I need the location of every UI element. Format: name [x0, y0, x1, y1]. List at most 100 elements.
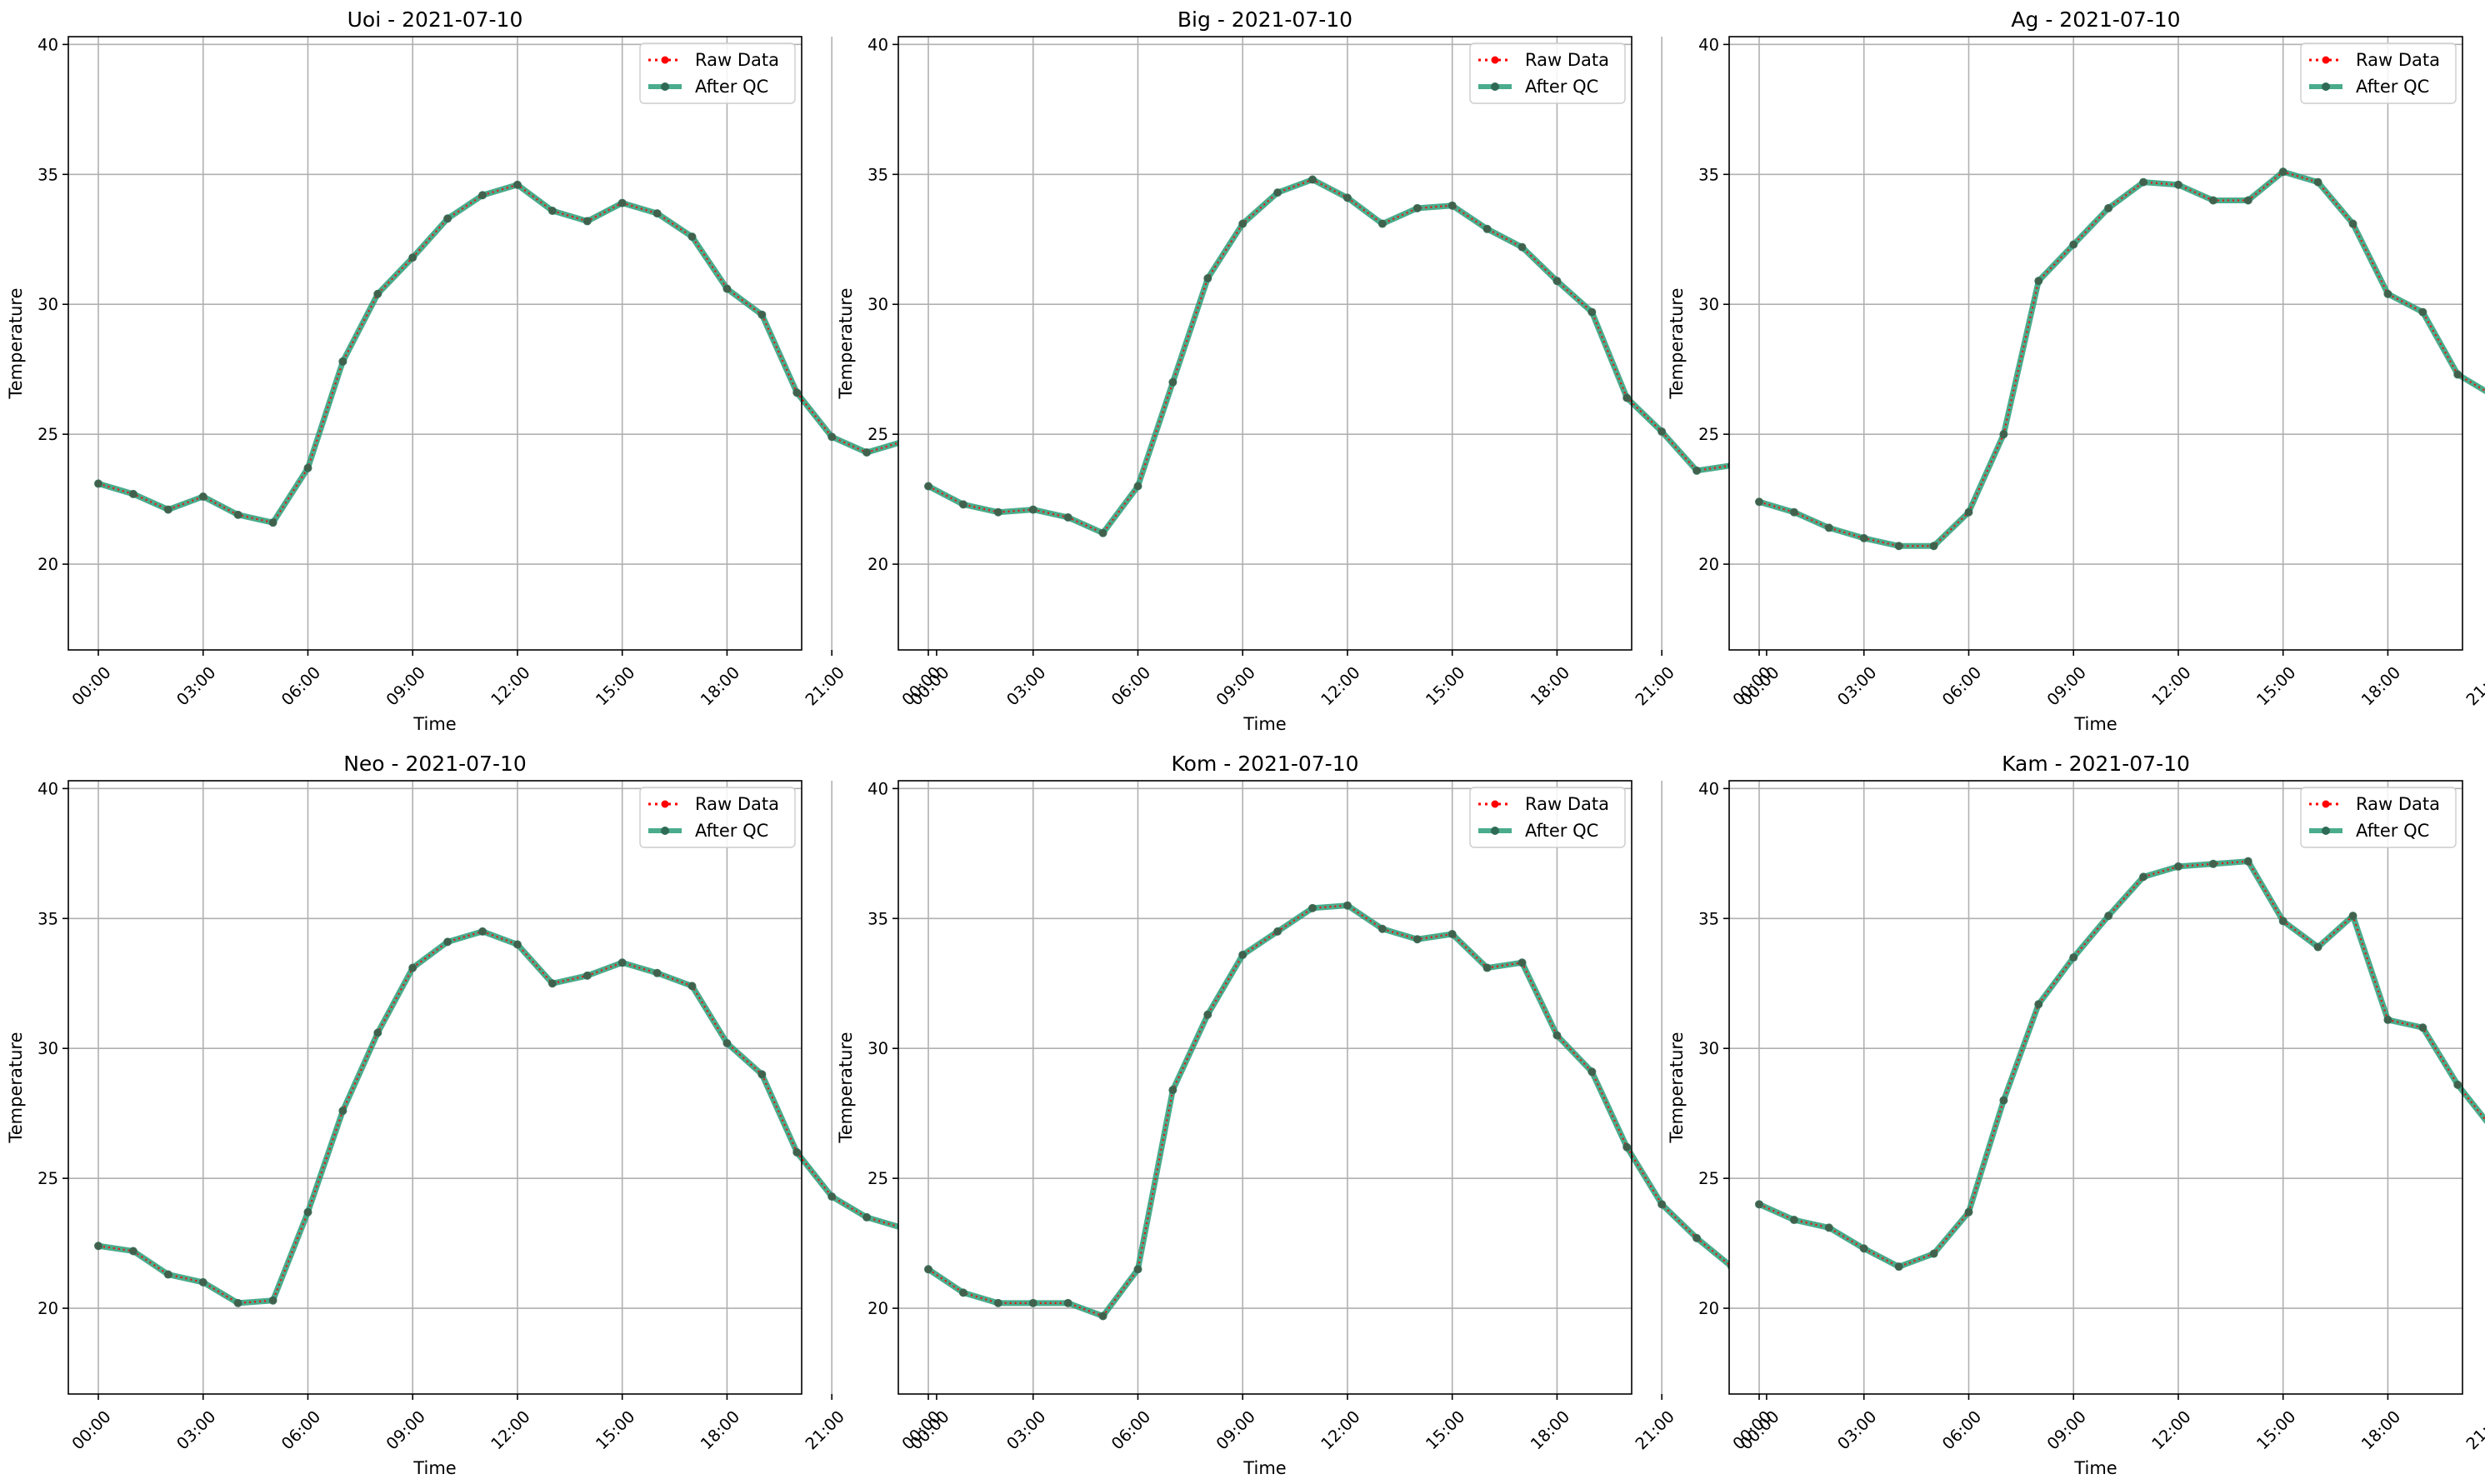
- y-tick-label: 20: [1698, 555, 1719, 574]
- after-qc-point: [862, 1212, 872, 1222]
- after-qc-point: [1412, 203, 1422, 212]
- after-qc-point: [94, 479, 102, 488]
- after-qc-point: [1063, 1298, 1072, 1307]
- after-qc-point: [1028, 505, 1038, 514]
- after-qc-point: [1964, 507, 1973, 517]
- after-qc-point: [2243, 196, 2252, 205]
- after-qc-point: [1964, 1207, 1973, 1217]
- x-axis-label: Time: [2073, 1458, 2117, 1478]
- after-qc-point: [1308, 175, 1318, 184]
- after-qc-point: [1552, 277, 1562, 286]
- after-qc-point: [2453, 370, 2462, 379]
- after-qc-point: [1658, 1200, 1667, 1209]
- legend-qc-marker: [2322, 82, 2330, 91]
- after-qc-point: [828, 1192, 837, 1201]
- x-tick-label: 09:00: [2043, 662, 2090, 709]
- x-tick-label: 15:00: [1422, 1407, 1468, 1453]
- after-qc-point: [993, 1298, 1002, 1307]
- after-qc-point: [792, 388, 802, 397]
- y-axis-label: Temperature: [1667, 1032, 1687, 1143]
- after-qc-point: [688, 982, 697, 991]
- y-tick-label: 25: [868, 1169, 888, 1188]
- legend: Raw Data After QC: [639, 787, 796, 848]
- after-qc-point: [722, 284, 732, 293]
- x-tick-label: 15:00: [592, 662, 638, 709]
- series-line-after-qc: [98, 182, 902, 526]
- legend-label-after-qc: After QC: [1525, 77, 1598, 97]
- x-tick-label: 09:00: [1212, 1407, 1259, 1453]
- x-tick-label: 15:00: [2252, 1407, 2299, 1453]
- after-qc-point: [1273, 188, 1282, 197]
- chart-title: Big - 2021-07-10: [1178, 7, 1352, 32]
- legend-raw-marker: [1491, 56, 1499, 64]
- after-qc-point: [338, 1107, 348, 1116]
- plot-area: [68, 781, 802, 1394]
- legend-qc-marker: [1491, 82, 1499, 91]
- legend: Raw Data After QC: [2300, 787, 2457, 848]
- after-qc-point: [94, 1242, 102, 1251]
- after-qc-point: [582, 217, 592, 226]
- after-qc-point: [828, 432, 837, 442]
- after-qc-point: [1482, 224, 1492, 233]
- after-qc-point: [2243, 857, 2252, 866]
- after-qc-point: [1342, 193, 1352, 202]
- after-qc-point: [1588, 307, 1597, 317]
- after-qc-point: [1168, 1086, 1178, 1095]
- x-tick-label: 00:00: [68, 662, 115, 709]
- panel-3: 20 25 30 35 40 00:00 03:00 06:00 09:00 12:00 15:00…: [6, 752, 953, 1478]
- after-qc-point: [512, 180, 522, 189]
- y-tick-label: 25: [1698, 1169, 1719, 1188]
- x-tick-label: 18:00: [697, 1407, 743, 1453]
- y-tick-label: 30: [868, 1039, 888, 1058]
- x-tick-label: 18:00: [1527, 662, 1573, 709]
- after-qc-point: [618, 198, 627, 207]
- y-axis-label: Temperature: [836, 1032, 856, 1143]
- x-tick-label: 09:00: [2043, 1407, 2090, 1453]
- x-tick-label: 06:00: [1108, 662, 1154, 709]
- x-tick-label: 06:00: [1938, 1407, 1985, 1453]
- x-tick-label: 09:00: [382, 1407, 429, 1453]
- y-tick-label: 30: [1698, 1039, 1719, 1058]
- series-line-raw-data: [928, 178, 1732, 535]
- x-tick-label: 21:00: [802, 1407, 848, 1453]
- after-qc-point: [2034, 1000, 2043, 1009]
- plot-area: [898, 37, 1632, 650]
- after-qc-point: [233, 1298, 242, 1307]
- chart-title: Kom - 2021-07-10: [1172, 752, 1359, 776]
- after-qc-point: [1789, 507, 1798, 517]
- legend-raw-marker: [661, 56, 669, 64]
- after-qc-point: [338, 357, 348, 366]
- after-qc-point: [688, 232, 697, 242]
- after-qc-point: [758, 310, 767, 319]
- x-axis-label: Time: [412, 1458, 456, 1478]
- x-tick-label: 06:00: [278, 662, 324, 709]
- y-tick-label: 35: [1698, 909, 1719, 928]
- y-tick-label: 35: [1698, 165, 1719, 184]
- after-qc-point: [408, 253, 418, 262]
- after-qc-point: [1378, 219, 1387, 228]
- axes-frame: [1728, 780, 2463, 1395]
- after-qc-point: [1894, 542, 1903, 551]
- legend-label-after-qc: After QC: [2356, 821, 2429, 841]
- after-qc-point: [548, 979, 557, 988]
- after-qc-point: [1203, 274, 1212, 283]
- after-qc-point: [1308, 903, 1318, 912]
- after-qc-point: [1448, 201, 1457, 210]
- x-tick-label: 21:00: [2462, 662, 2485, 709]
- series-line-after-qc: [98, 928, 902, 1307]
- after-qc-point: [2104, 203, 2113, 212]
- after-qc-point: [862, 447, 872, 457]
- after-qc-point: [1588, 1067, 1597, 1077]
- x-tick-label: 06:00: [1938, 662, 1985, 709]
- after-qc-point: [1518, 242, 1527, 252]
- after-qc-point: [1238, 219, 1248, 228]
- after-qc-point: [1824, 523, 1833, 532]
- x-tick-label: 03:00: [172, 1407, 219, 1453]
- legend-label-raw-data: Raw Data: [1525, 794, 1609, 814]
- x-tick-label: 21:00: [1632, 662, 1678, 709]
- plot-area: [1729, 37, 2462, 650]
- legend-raw-marker: [661, 800, 669, 808]
